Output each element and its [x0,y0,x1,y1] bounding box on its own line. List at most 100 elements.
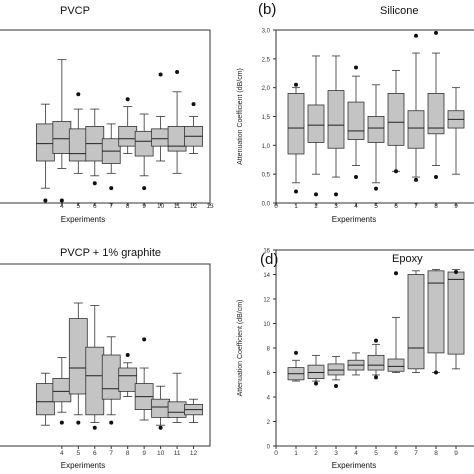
outlier-point [109,420,114,425]
box-iqr [327,363,345,376]
plot-frame [0,263,211,447]
outlier-point [394,169,398,174]
y-tick-label: 0 [267,445,271,451]
x-tick-label: 8 [434,203,438,210]
box-experiment-4 [347,65,365,180]
outlier-point [43,198,48,203]
outlier-point [294,189,298,194]
x-tick-label: 12 [190,203,198,210]
box-experiment-1 [287,350,305,382]
box-experiment-8 [118,97,138,154]
y-tick-label: 16 [263,249,270,255]
box-iqr [307,104,325,143]
box-experiment-3 [35,103,55,203]
box-experiment-9 [134,113,154,191]
outlier-point [76,420,81,425]
x-tick-label: 7 [414,450,418,457]
outlier-point [125,353,130,357]
chart-panel-b: Silicone (b) 0,0 0,5 1,0 1,5 2,0 2,5 3,0 Attenuat… [237,1,474,224]
box-iqr [35,383,55,416]
x-tick-label: 5 [76,203,80,210]
box-experiment-10 [151,385,171,430]
x-axis-label: Experiments [61,461,105,470]
x-tick-label: 2 [314,450,318,457]
box-experiment-3 [35,372,55,426]
x-tick-label: 1 [294,203,298,210]
x-tick-label: 9 [142,203,146,210]
outlier-point [109,186,114,191]
y-tick-label: 2 [267,420,271,426]
outlier-point [454,270,458,275]
box-iqr [447,271,465,355]
box-experiment-4 [52,59,72,203]
box-experiment-2 [307,354,325,386]
x-tick-label: 6 [93,450,97,457]
box-iqr [118,125,138,147]
box-iqr [387,358,405,372]
box-experiment-8 [427,30,445,180]
y-tick-label: 1,5 [262,115,271,121]
box-experiment-11 [167,372,187,424]
box-experiment-12 [184,398,203,424]
outlier-point [434,30,438,35]
box-iqr [347,101,365,140]
x-tick-label: 7 [414,203,418,210]
box-experiment-5 [68,92,88,174]
box-experiment-6 [387,69,405,174]
y-tick-label: 4 [267,396,271,402]
y-tick-label: 14 [263,273,270,279]
x-tick-label: 11 [174,450,181,457]
chart-panel-a: PVCP 4 5 6 7 8 9 10 11 12 13 Experiments [0,5,214,224]
x-tick-label: 11 [174,203,181,210]
box-experiment-6 [387,271,405,373]
chart-title: PVCP + 1% graphite [60,247,161,259]
box-iqr [287,93,305,155]
box-experiment-9 [447,87,465,175]
x-tick-label: 8 [126,450,130,457]
box-experiment-10 [151,72,171,162]
x-tick-label: 4 [354,203,358,210]
chart-title: Silicone [380,5,419,17]
x-tick-label: 6 [394,203,398,210]
outlier-point [158,72,163,77]
outlier-point [434,175,438,180]
box-iqr [407,274,425,370]
y-axis-label: Attenuation Coefficient (dB/cm) [237,68,244,165]
x-tick-label: 9 [142,450,146,457]
y-axis-label: Attenuation Coefficient (dB/cm) [237,300,244,397]
box-iqr [307,364,325,380]
x-tick-label: 3 [334,450,338,457]
outlier-point [191,102,196,107]
x-tick-label: 8 [434,450,438,457]
outlier-point [314,192,318,197]
outlier-point [354,175,358,180]
outlier-point [125,97,130,102]
box-iqr [407,110,425,149]
x-tick-label: 5 [374,450,378,457]
x-tick-label: 9 [454,203,458,210]
box-iqr [101,354,121,400]
outlier-point [175,70,180,75]
box-experiment-6 [85,108,105,186]
box-iqr [35,123,55,162]
x-tick-label: 3 [334,203,338,210]
y-tick-label: 0,5 [262,173,271,179]
outlier-point [76,92,81,97]
x-tick-label: 10 [157,450,165,457]
box-experiment-9 [447,269,465,370]
outlier-point [92,425,97,430]
box-experiment-4 [52,357,72,425]
box-experiment-3 [327,356,345,388]
box-iqr [85,346,105,416]
x-tick-label: 1 [294,450,298,457]
box-iqr [367,354,385,371]
box-experiment-6 [85,305,105,430]
x-tick-label: 9 [454,450,458,457]
box-iqr [151,128,171,147]
box-experiment-9 [134,337,154,421]
box-iqr [367,116,385,143]
outlier-point [294,82,298,87]
box-experiment-7 [101,123,121,191]
